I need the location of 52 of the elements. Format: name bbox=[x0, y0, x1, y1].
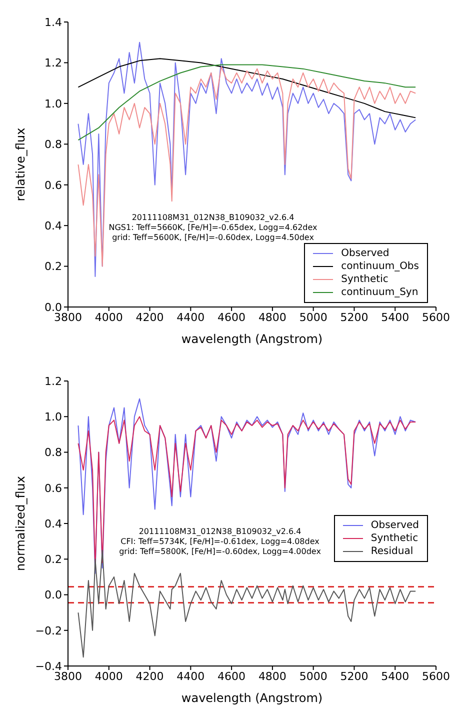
x-tick-label: 5600 bbox=[422, 310, 450, 324]
annotation: NGS1: Teff=5660K, [Fe/H]=-0.65dex, Logg=4.62dex bbox=[108, 223, 318, 233]
y-axis-title: normalized_flux bbox=[13, 476, 28, 571]
y-tick-label: 0.0 bbox=[44, 588, 62, 602]
legend-label: Synthetic bbox=[370, 532, 418, 545]
y-tick-label: 0.6 bbox=[44, 482, 62, 495]
legend-label: Residual bbox=[370, 545, 414, 558]
legend-label: Observed bbox=[341, 247, 390, 260]
x-tick-label: 4800 bbox=[258, 670, 286, 683]
y-tick-label: 1.0 bbox=[44, 410, 62, 424]
y-axis-title: relative_flux bbox=[13, 128, 28, 202]
annotation: CFI: Teff=5734K, [Fe/H]=-0.61dex, Logg=4.08dex bbox=[120, 537, 320, 547]
y-tick-label: 0.8 bbox=[44, 138, 62, 152]
x-tick-label: 4000 bbox=[94, 310, 123, 324]
x-tick-label: 4800 bbox=[258, 310, 286, 324]
y-tick-label: 1.4 bbox=[44, 16, 62, 29]
y-tick-label: 0.8 bbox=[44, 446, 62, 460]
x-tick-label: 4600 bbox=[218, 670, 246, 683]
annotation: 20111108M31_012N38_B109032_v2.6.4 bbox=[138, 527, 302, 537]
legend-label: continuum_Obs bbox=[341, 260, 419, 273]
annotation: grid: Teff=5600K, [Fe/H]=-0.60dex, Logg=4.50dex bbox=[111, 233, 315, 243]
x-axis-title: wavelength (Angstrom) bbox=[181, 691, 323, 705]
line-series bbox=[78, 64, 416, 141]
x-tick-label: 5400 bbox=[381, 310, 410, 324]
x-tick-label: 5200 bbox=[340, 310, 368, 324]
x-tick-label: 4200 bbox=[136, 670, 164, 683]
line-series bbox=[78, 58, 416, 118]
x-tick-label: 5400 bbox=[381, 670, 410, 683]
y-tick-label: 1.0 bbox=[44, 97, 62, 110]
y-tick-label: 1.2 bbox=[44, 374, 62, 388]
x-tick-label: 4400 bbox=[176, 310, 205, 324]
y-tick-label: 0.4 bbox=[44, 219, 62, 232]
x-tick-label: 4400 bbox=[176, 670, 205, 683]
y-tick-label: 0.6 bbox=[44, 178, 62, 192]
x-tick-label: 5200 bbox=[340, 670, 368, 683]
x-tick-label: 4200 bbox=[136, 310, 164, 324]
y-tick-label: −0.2 bbox=[35, 624, 62, 638]
legend-label: Observed bbox=[370, 519, 419, 532]
x-axis-title: wavelength (Angstrom) bbox=[181, 332, 323, 346]
y-tick-label: 1.2 bbox=[44, 56, 62, 70]
annotation: grid: Teff=5800K, [Fe/H]=-0.60dex, Logg=4.00dex bbox=[119, 547, 321, 557]
x-tick-label: 4600 bbox=[218, 310, 246, 324]
y-tick-label: 0.4 bbox=[44, 517, 62, 530]
x-tick-label: 5000 bbox=[299, 670, 328, 683]
x-tick-label: 5600 bbox=[422, 670, 450, 683]
legend-label: Synthetic bbox=[341, 273, 388, 286]
y-tick-label: 0.2 bbox=[44, 553, 62, 566]
y-tick-label: 0.2 bbox=[44, 260, 62, 274]
legend-label: continuum_Syn bbox=[341, 286, 418, 299]
x-tick-label: 4000 bbox=[94, 670, 123, 683]
x-tick-label: 5000 bbox=[299, 310, 328, 324]
annotation: 20111108M31_012N38_B109032_v2.6.4 bbox=[130, 213, 296, 223]
